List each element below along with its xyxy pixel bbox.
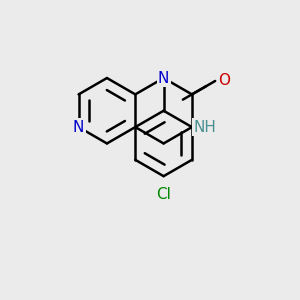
Text: N: N bbox=[73, 120, 84, 135]
Text: NH: NH bbox=[194, 120, 217, 135]
Text: O: O bbox=[218, 74, 230, 88]
Text: Cl: Cl bbox=[156, 187, 171, 202]
Text: N: N bbox=[158, 70, 169, 86]
